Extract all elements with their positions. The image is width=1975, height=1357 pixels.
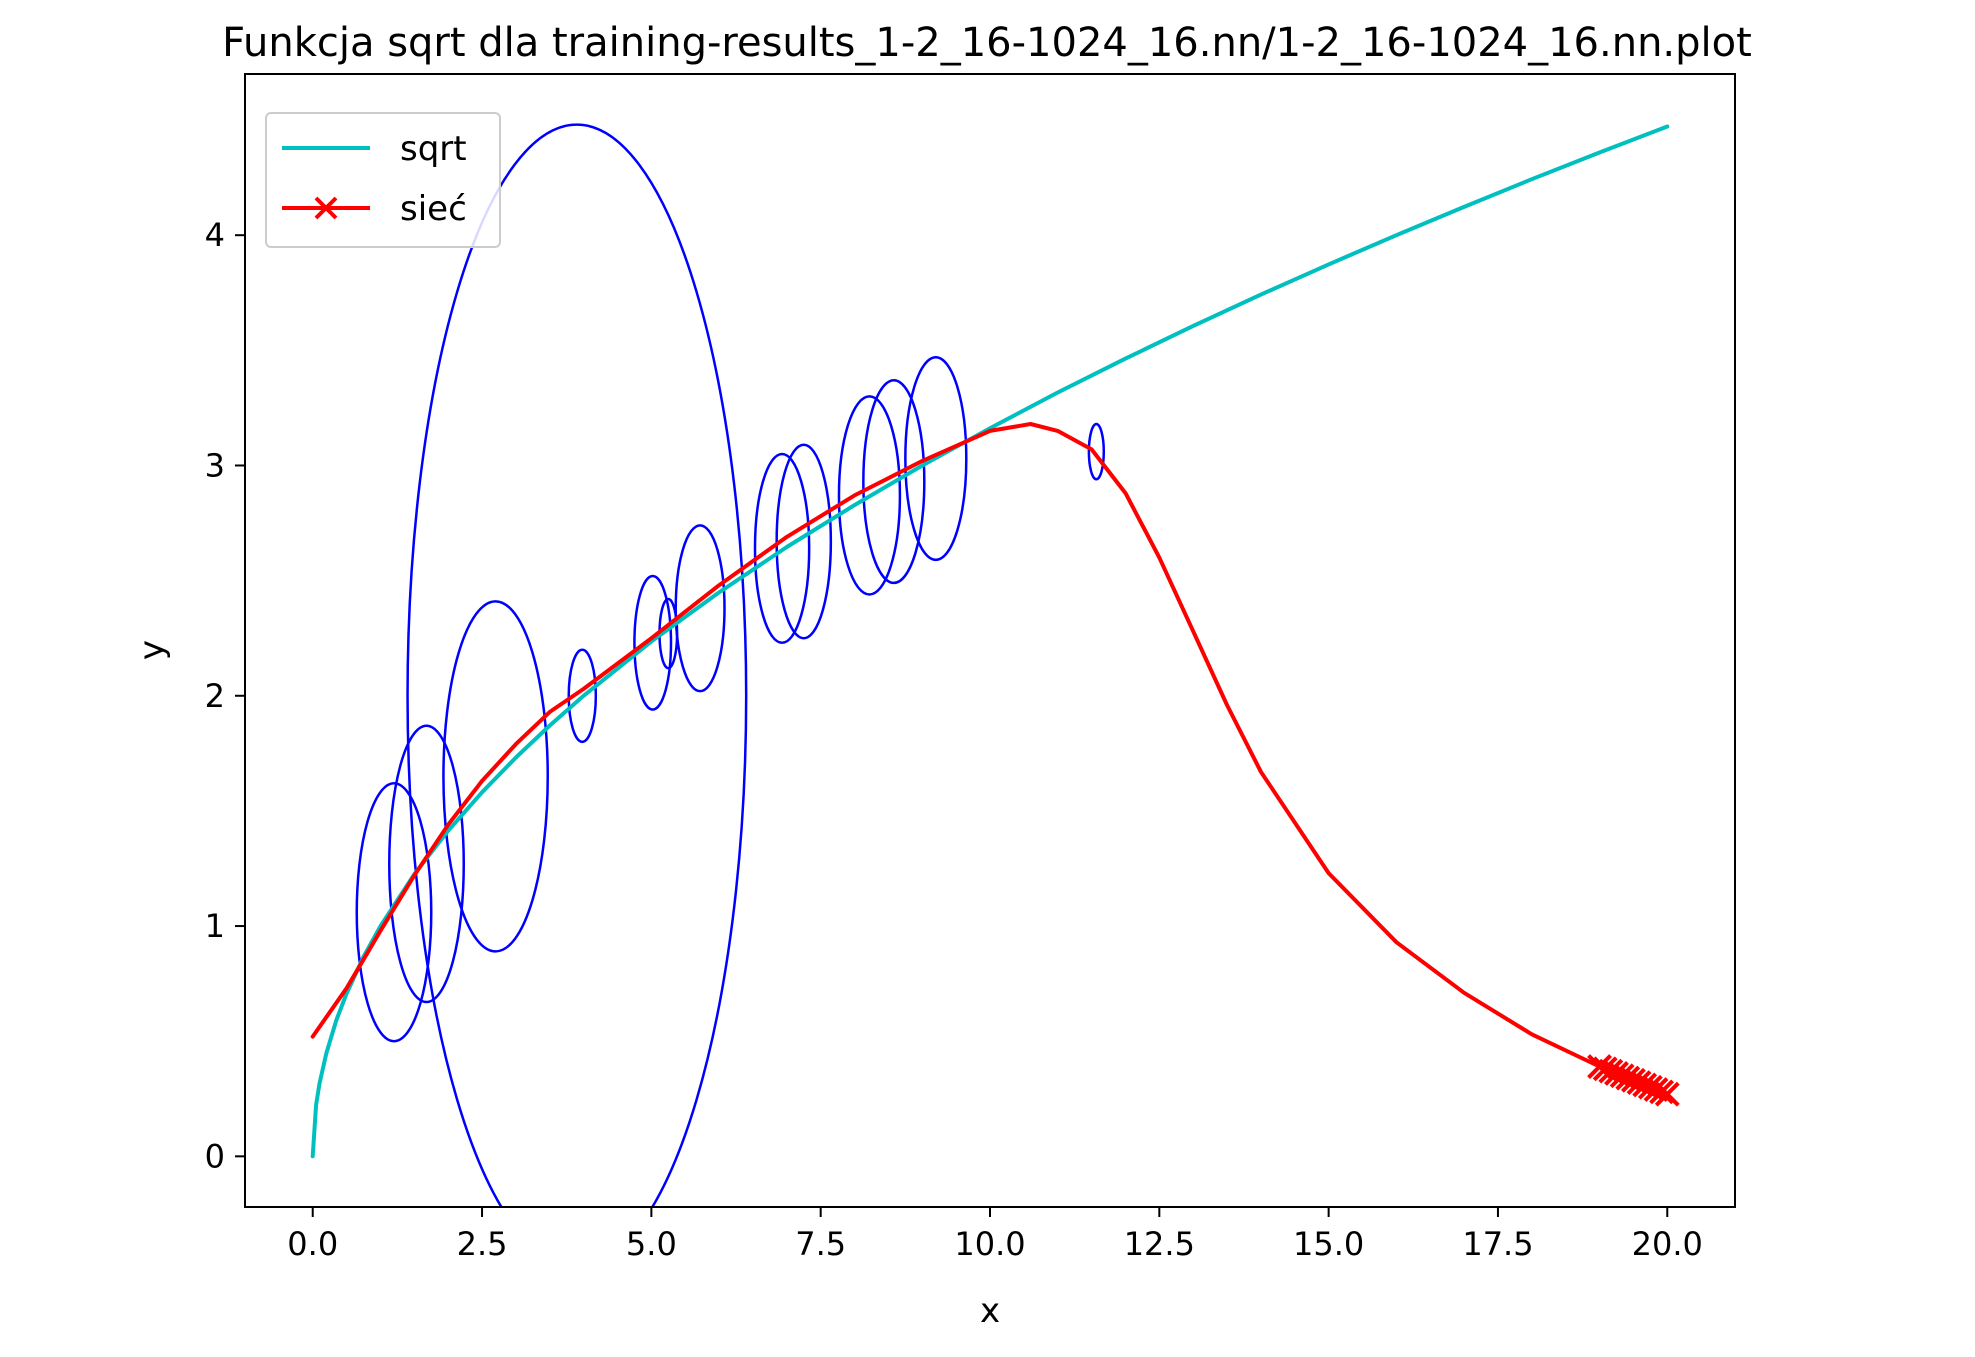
ellipse-0 [355, 782, 433, 1043]
series-marker-siec [1654, 1081, 1680, 1107]
chart-title: Funkcja sqrt dla training-results_1-2_16… [222, 20, 1752, 66]
x-axis-label: x [980, 1291, 1000, 1331]
series-line-siec [310, 422, 1670, 1097]
x-tick-label: 10.0 [954, 1225, 1025, 1263]
ellipse-3 [406, 123, 748, 1207]
y-axis-label: y [132, 640, 172, 660]
ellipse-2 [442, 600, 549, 953]
ellipse-7 [674, 524, 726, 693]
x-tick-label: 0.0 [287, 1225, 338, 1263]
ellipse-5 [633, 574, 673, 711]
y-tick-label: 1 [205, 907, 225, 945]
x-axis: 0.0 2.5 5.0 7.5 10.0 12.5 15.0 17.5 20.0 [287, 1207, 1703, 1263]
markers-layer [1587, 1054, 1680, 1107]
ellipse-4 [567, 648, 598, 744]
ellipse-9 [775, 443, 833, 640]
y-tick-label: 3 [205, 446, 225, 484]
y-tick-label: 0 [205, 1137, 225, 1175]
legend-label-sqrt: sqrt [400, 129, 467, 169]
ellipse-12 [904, 356, 968, 562]
y-tick-label: 2 [205, 677, 225, 715]
series-marker-siec [1649, 1079, 1675, 1105]
ellipse-1 [388, 724, 466, 1004]
x-tick-label: 15.0 [1293, 1225, 1364, 1263]
x-tick-label: 5.0 [626, 1225, 677, 1263]
ellipse-10 [837, 395, 902, 596]
legend-marker-siec [314, 196, 338, 220]
ellipse-11 [862, 379, 926, 585]
x-tick-label: 17.5 [1462, 1225, 1533, 1263]
series-layer [310, 124, 1670, 1159]
ellipse-8 [753, 452, 811, 645]
y-axis: 0 1 2 3 4 [205, 216, 245, 1175]
x-tick-label: 7.5 [795, 1225, 846, 1263]
x-tick-label: 20.0 [1632, 1225, 1703, 1263]
x-tick-label: 12.5 [1124, 1225, 1195, 1263]
x-tick-label: 2.5 [457, 1225, 508, 1263]
y-tick-label: 4 [205, 216, 225, 254]
ellipses-layer [355, 123, 1106, 1207]
series-line-sqrt [310, 124, 1670, 1159]
legend: sqrt sieć [265, 112, 501, 248]
legend-label-siec: sieć [400, 189, 467, 229]
legend-x-marker [314, 196, 338, 220]
ellipse-13 [1087, 422, 1106, 481]
